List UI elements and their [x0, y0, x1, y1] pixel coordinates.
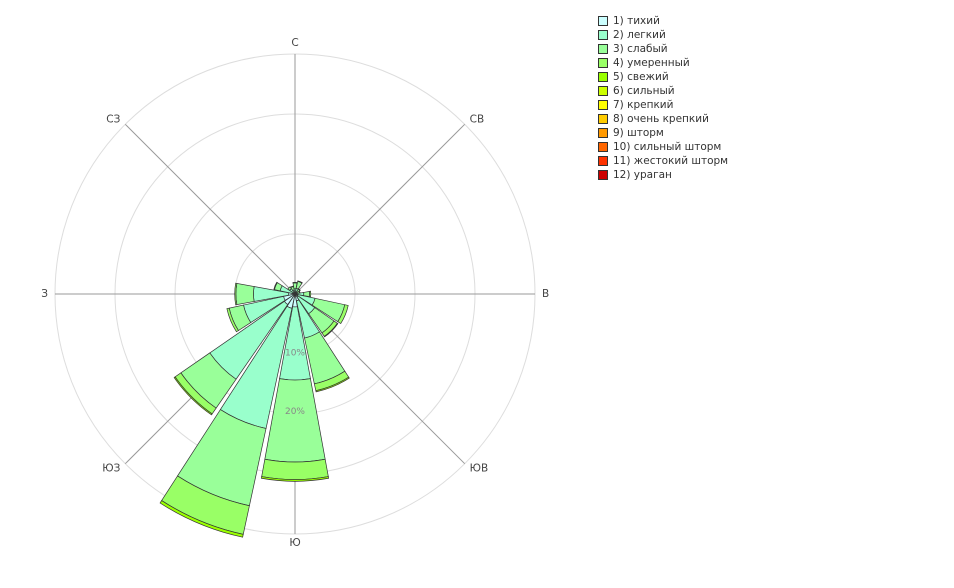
- rose-segment: [235, 282, 255, 306]
- legend-label: 9) шторм: [613, 127, 664, 139]
- legend-item[interactable]: 12) ураган: [598, 168, 728, 182]
- legend-item[interactable]: 9) шторм: [598, 126, 728, 140]
- rose-segment: [315, 376, 350, 393]
- legend-item[interactable]: 1) тихий: [598, 14, 728, 28]
- direction-label: ЮЗ: [102, 463, 120, 475]
- radial-tick-label: 10%: [285, 349, 305, 359]
- wind-rose-bars: [159, 280, 350, 538]
- legend-swatch: [598, 156, 608, 166]
- direction-label: В: [542, 288, 549, 300]
- legend-label: 11) жестокий шторм: [613, 155, 729, 167]
- legend-item[interactable]: 8) очень крепкий: [598, 112, 728, 126]
- direction-label: С: [291, 37, 298, 49]
- direction-spoke: [294, 123, 466, 295]
- rose-segment: [323, 322, 339, 338]
- rose-segment: [159, 500, 244, 538]
- legend-label: 6) сильный: [613, 85, 675, 97]
- legend-label: 5) свежий: [613, 71, 669, 83]
- legend-item[interactable]: 4) умеренный: [598, 56, 728, 70]
- rose-segment: [287, 286, 292, 291]
- legend-swatch: [598, 142, 608, 152]
- direction-label: СВ: [470, 113, 485, 125]
- direction-label: СЗ: [106, 113, 120, 125]
- rose-segment: [297, 288, 301, 292]
- legend-swatch: [598, 128, 608, 138]
- rose-segment: [297, 280, 303, 284]
- legend-swatch: [598, 170, 608, 180]
- legend-label: 10) сильный шторм: [613, 141, 722, 153]
- rose-segment: [260, 476, 330, 482]
- legend-swatch: [598, 16, 608, 26]
- rose-segment: [226, 307, 239, 333]
- legend-label: 3) слабый: [613, 43, 668, 55]
- polar-grid: [54, 53, 536, 535]
- rose-segment: [273, 281, 278, 290]
- legend-item[interactable]: 10) сильный шторм: [598, 140, 728, 154]
- rose-segment: [261, 458, 329, 480]
- rose-segment: [337, 304, 349, 325]
- rose-segment: [173, 376, 213, 416]
- axis-labels: С СВ В ЮВ Ю ЮЗ З СЗ 10% 20%: [41, 37, 549, 549]
- legend-swatch: [598, 44, 608, 54]
- legend-item[interactable]: 6) сильный: [598, 84, 728, 98]
- legend-swatch: [598, 58, 608, 68]
- legend-item[interactable]: 5) свежий: [598, 70, 728, 84]
- rose-segment: [292, 281, 298, 284]
- legend-label: 1) тихий: [613, 15, 660, 27]
- legend-swatch: [598, 30, 608, 40]
- legend-label: 2) легкий: [613, 29, 666, 41]
- legend-label: 7) крепкий: [613, 99, 674, 111]
- legend-item[interactable]: 2) легкий: [598, 28, 728, 42]
- rose-segment: [308, 290, 312, 298]
- direction-label: З: [41, 288, 48, 300]
- direction-spoke: [124, 123, 296, 295]
- direction-label: ЮВ: [470, 463, 489, 475]
- legend-label: 4) умеренный: [613, 57, 690, 69]
- direction-label: Ю: [289, 537, 300, 549]
- legend-swatch: [598, 114, 608, 124]
- legend-swatch: [598, 72, 608, 82]
- legend: 1) тихий 2) легкий 3) слабый 4) умеренный 5)…: [598, 14, 728, 182]
- legend-swatch: [598, 100, 608, 110]
- legend-label: 8) очень крепкий: [613, 113, 709, 125]
- legend-item[interactable]: 7) крепкий: [598, 98, 728, 112]
- rose-segment: [234, 282, 238, 306]
- legend-label: 12) ураган: [613, 169, 672, 181]
- radial-tick-label: 20%: [285, 407, 305, 417]
- legend-item[interactable]: 3) слабый: [598, 42, 728, 56]
- rose-segment: [290, 285, 294, 289]
- legend-item[interactable]: 11) жестокий шторм: [598, 154, 728, 168]
- legend-swatch: [598, 86, 608, 96]
